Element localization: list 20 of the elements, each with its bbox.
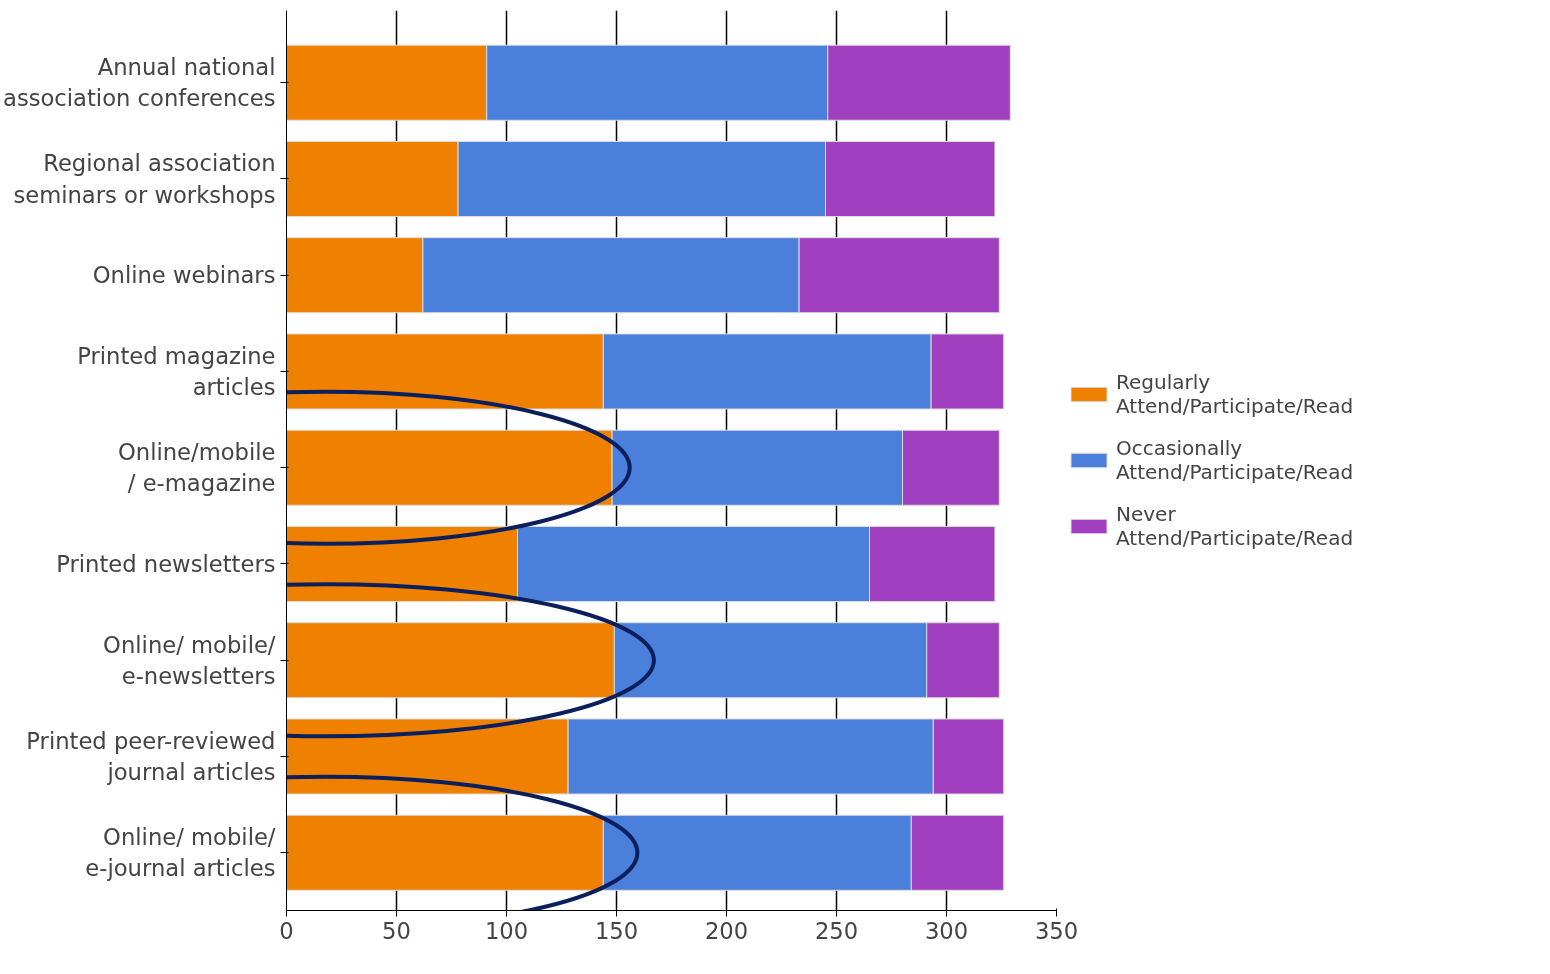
x-tick-label: 150 xyxy=(594,917,639,944)
y-tick-label: Online/ mobile/ e-newsletters xyxy=(103,631,276,689)
x-tick-label: 350 xyxy=(1034,917,1079,944)
y-tick-label: Regional association seminars or workshops xyxy=(13,150,276,208)
x-tick-label: 50 xyxy=(382,917,411,944)
legend-label: Occasionally Attend/Participate/Read xyxy=(1116,436,1354,484)
y-tick-label: Printed newsletters xyxy=(56,550,276,577)
x-tick-label: 0 xyxy=(279,917,294,944)
y-tick-label: Printed magazine articles xyxy=(77,342,276,401)
y-tick-label: Online/mobile / e-magazine xyxy=(117,439,276,497)
y-tick-label: Annual national association conferences xyxy=(3,54,276,112)
x-tick-label: 250 xyxy=(814,917,859,944)
legend-label: Never Attend/Participate/Read xyxy=(1116,502,1354,550)
legend-label: Regularly Attend/Participate/Read xyxy=(1116,370,1354,418)
x-tick-label: 300 xyxy=(924,917,969,944)
x-tick-label: 100 xyxy=(484,917,529,944)
x-tick-label: 200 xyxy=(704,917,749,944)
y-tick-label: Printed peer-reviewed journal articles xyxy=(26,727,276,786)
y-tick-label: Online/ mobile/ e-journal articles xyxy=(85,824,276,882)
y-tick-label: Online webinars xyxy=(92,262,276,289)
